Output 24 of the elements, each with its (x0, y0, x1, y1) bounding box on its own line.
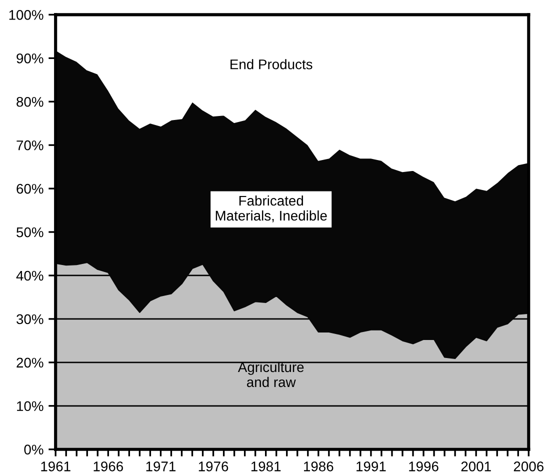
x-tick-label: 1976 (198, 462, 228, 472)
x-tick-label: 1991 (356, 462, 386, 472)
y-tick-label: 100% (9, 10, 44, 20)
y-tick-label: 70% (16, 140, 44, 150)
y-tick-label: 10% (17, 401, 44, 412)
series-label: End Products (230, 59, 312, 70)
x-tick-label: 1966 (94, 462, 123, 472)
series-label: Fabricated Materials, Inedible (216, 195, 327, 222)
y-tick-label: 60% (16, 184, 44, 194)
y-tick-label: 80% (16, 96, 44, 107)
x-tick-label: 2006 (514, 462, 544, 472)
x-tick-label: 1971 (146, 462, 176, 472)
y-tick-label: 90% (16, 53, 44, 64)
y-tick-label: 50% (16, 227, 44, 238)
y-tick-label: 30% (16, 314, 44, 324)
series-label: Agriculture and raw (238, 362, 304, 388)
y-tick-label: 0% (24, 444, 44, 455)
x-tick-label: 1996 (409, 462, 438, 472)
y-tick-label: 40% (16, 270, 44, 281)
x-tick-label: 1986 (304, 462, 334, 472)
x-tick-label: 1961 (41, 462, 70, 472)
y-tick-label: 20% (16, 358, 44, 368)
x-tick-label: 2001 (461, 462, 491, 472)
x-tick-label: 1981 (251, 462, 281, 472)
